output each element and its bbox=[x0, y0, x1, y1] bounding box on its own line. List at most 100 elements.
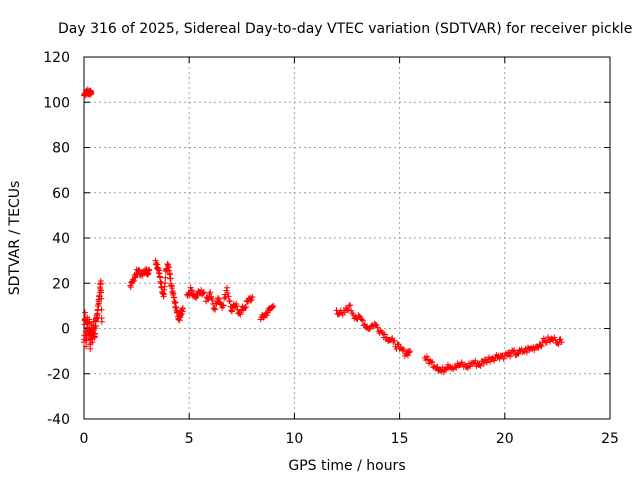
y-tick-label: -40 bbox=[47, 412, 70, 428]
data-point bbox=[92, 330, 99, 337]
data-point bbox=[241, 305, 248, 312]
data-point bbox=[127, 284, 134, 291]
data-point bbox=[166, 270, 173, 277]
data-point bbox=[162, 279, 169, 286]
data-point bbox=[247, 297, 254, 304]
y-tick-label: 120 bbox=[43, 50, 70, 66]
y-tick-label: 20 bbox=[52, 276, 70, 292]
data-point bbox=[179, 305, 186, 312]
data-point bbox=[437, 367, 444, 374]
data-point bbox=[510, 348, 517, 355]
data-point bbox=[189, 288, 196, 295]
data-point bbox=[367, 325, 374, 332]
data-point bbox=[235, 310, 242, 317]
data-point bbox=[162, 274, 169, 281]
data-point bbox=[220, 302, 227, 309]
data-point bbox=[211, 305, 218, 312]
data-point bbox=[89, 339, 96, 346]
data-point bbox=[249, 293, 256, 300]
data-point bbox=[225, 293, 232, 300]
data-point bbox=[264, 312, 271, 319]
data-point bbox=[507, 353, 514, 360]
data-point bbox=[537, 342, 544, 349]
data-point bbox=[359, 317, 366, 324]
data-point bbox=[355, 312, 362, 319]
data-point bbox=[237, 311, 244, 318]
data-point bbox=[260, 314, 267, 321]
data-point bbox=[222, 294, 229, 301]
data-point bbox=[555, 341, 562, 348]
data-point bbox=[428, 359, 435, 366]
x-tick-label: 20 bbox=[496, 431, 514, 447]
data-point bbox=[487, 358, 494, 365]
data-point bbox=[98, 318, 105, 325]
data-point bbox=[194, 292, 201, 299]
data-point bbox=[188, 287, 195, 294]
data-point bbox=[344, 306, 350, 313]
data-point bbox=[200, 289, 207, 296]
data-point bbox=[374, 324, 381, 331]
data-point bbox=[400, 346, 407, 353]
x-tick-label: 5 bbox=[185, 431, 194, 447]
data-point bbox=[391, 337, 398, 344]
data-point bbox=[477, 362, 484, 369]
data-point bbox=[346, 302, 353, 309]
data-point bbox=[397, 344, 404, 351]
y-tick-label: 100 bbox=[43, 95, 70, 111]
data-point bbox=[209, 297, 216, 304]
data-point bbox=[270, 302, 277, 309]
data-point bbox=[511, 347, 518, 354]
y-tick-label: 60 bbox=[52, 186, 70, 202]
x-tick-label: 15 bbox=[391, 431, 409, 447]
data-point bbox=[98, 289, 105, 296]
data-point bbox=[97, 277, 104, 284]
y-tick-label: 80 bbox=[52, 141, 70, 157]
data-point bbox=[167, 275, 174, 282]
data-point bbox=[221, 291, 228, 298]
data-point bbox=[557, 336, 564, 343]
data-point bbox=[523, 349, 530, 356]
data-point bbox=[223, 287, 230, 294]
data-point bbox=[88, 90, 95, 97]
data-point bbox=[226, 298, 233, 305]
data-point bbox=[531, 347, 538, 354]
data-point bbox=[348, 307, 355, 314]
data-point bbox=[83, 343, 90, 350]
data-point bbox=[429, 358, 436, 365]
data-point bbox=[228, 308, 235, 315]
data-point bbox=[558, 339, 565, 346]
data-point bbox=[405, 352, 412, 359]
axis-ticks bbox=[83, 56, 611, 420]
data-point bbox=[130, 277, 137, 284]
data-point bbox=[378, 328, 385, 335]
data-point bbox=[98, 306, 105, 313]
y-tick-label: -20 bbox=[47, 367, 70, 383]
y-tick-label: 40 bbox=[52, 231, 70, 247]
data-point bbox=[98, 295, 105, 302]
x-tick-label: 0 bbox=[80, 431, 89, 447]
data-point bbox=[500, 355, 507, 362]
data-point bbox=[233, 303, 240, 310]
data-point bbox=[390, 339, 397, 346]
y-axis-label: SDTVAR / TECUs bbox=[7, 181, 23, 296]
data-point bbox=[268, 303, 275, 310]
plot-frame bbox=[83, 56, 611, 420]
data-point bbox=[381, 331, 388, 338]
data-point bbox=[407, 348, 414, 355]
data-point bbox=[214, 294, 221, 301]
data-point bbox=[221, 295, 228, 302]
data-point bbox=[212, 306, 219, 313]
data-point bbox=[345, 307, 352, 314]
data-point bbox=[87, 345, 94, 352]
data-point bbox=[200, 289, 207, 296]
data-point bbox=[132, 274, 139, 281]
data-point bbox=[347, 302, 354, 309]
data-point bbox=[146, 266, 153, 273]
data-point bbox=[215, 296, 222, 303]
data-point bbox=[210, 305, 217, 312]
data-points bbox=[81, 86, 565, 376]
grid bbox=[84, 57, 610, 419]
data-point bbox=[224, 284, 231, 291]
data-point bbox=[538, 343, 545, 350]
